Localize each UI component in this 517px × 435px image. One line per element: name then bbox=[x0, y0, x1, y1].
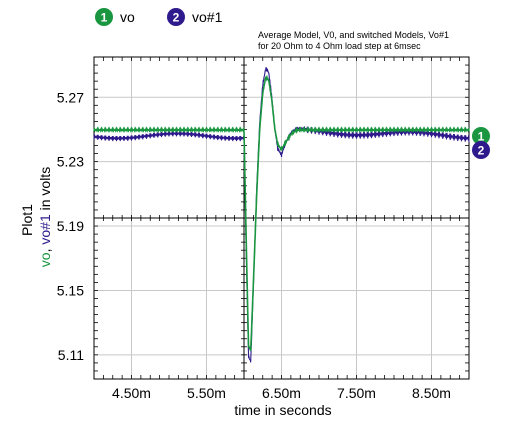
y-tick-label: 5.19 bbox=[57, 218, 84, 234]
series-line-vo bbox=[93, 74, 470, 352]
x-tick-label: 6.50m bbox=[262, 385, 301, 401]
chart-note-line-1: Average Model, V0, and switched Models, … bbox=[258, 30, 449, 40]
plot-name-label: Plot1 bbox=[19, 204, 35, 236]
legend-badge-vo1 bbox=[167, 8, 185, 26]
legend-badge-vo1-number: 2 bbox=[173, 11, 180, 25]
y-axis-title-vo1: vo#1 bbox=[37, 214, 53, 245]
tick-labels: 4.50m 5.50m 6.50m 7.50m 8.50m 5.11 5.15 5.19 5.2… bbox=[57, 89, 451, 401]
x-axis-title: time in seconds bbox=[234, 402, 331, 418]
legend-label-vo1: vo#1 bbox=[192, 9, 223, 25]
trace-end-marker-vo1-number: 2 bbox=[478, 144, 485, 158]
chart-note-line-2: for 20 Ohm to 4 Ohm load step at 6msec bbox=[258, 41, 421, 51]
y-tick-label: 5.27 bbox=[57, 89, 84, 105]
y-tick-label: 5.11 bbox=[58, 347, 84, 363]
legend-badge-vo bbox=[95, 8, 113, 26]
trace-end-marker-vo1 bbox=[472, 141, 490, 159]
x-tick-label: 8.50m bbox=[412, 385, 451, 401]
y-axis-title: vo, vo#1 in volts bbox=[37, 167, 53, 267]
y-axis-title-suffix: in volts bbox=[37, 167, 53, 214]
y-tick-label: 5.15 bbox=[57, 282, 84, 298]
trace-end-marker-vo bbox=[472, 127, 490, 145]
trace-end-markers: 1 2 bbox=[472, 127, 490, 159]
legend-badge-vo-number: 1 bbox=[101, 11, 108, 25]
legend: 1 vo 2 vo#1 bbox=[95, 8, 223, 26]
x-tick-label: 5.50m bbox=[187, 385, 226, 401]
y-axis-title-separator: , bbox=[37, 245, 53, 253]
x-tick-label: 4.50m bbox=[112, 385, 151, 401]
y-tick-label: 5.23 bbox=[57, 154, 84, 170]
series-lines bbox=[93, 67, 470, 363]
legend-label-vo: vo bbox=[120, 9, 135, 25]
x-tick-label: 7.50m bbox=[337, 385, 376, 401]
y-axis-title-vo: vo bbox=[37, 252, 53, 267]
trace-end-marker-vo-number: 1 bbox=[478, 130, 485, 144]
